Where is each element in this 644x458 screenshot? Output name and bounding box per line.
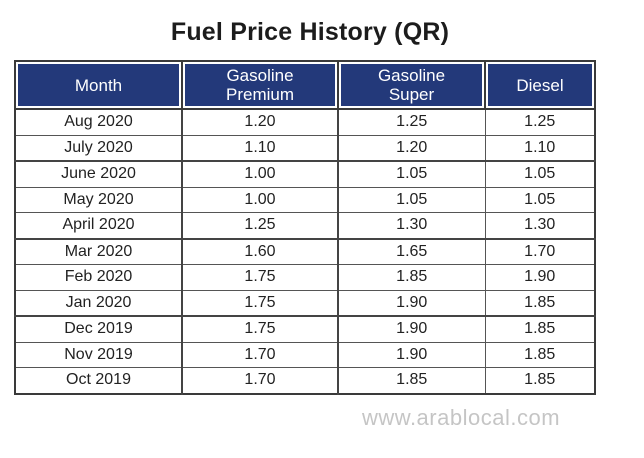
diesel-cell: 1.90	[484, 264, 596, 291]
table-row: July 2020 1.10 1.20 1.10	[14, 134, 596, 162]
page-title: Fuel Price History (QR)	[170, 18, 450, 46]
premium-cell: 1.75	[181, 289, 339, 317]
table-header-row: Month Gasoline Premium Gasoline Super Di…	[14, 60, 596, 110]
gasoline-super-header-line-1: Gasoline	[377, 66, 446, 85]
table-row: April 2020 1.25 1.30 1.30	[14, 212, 596, 239]
super-cell: 1.20	[337, 134, 486, 162]
watermark-text: www.arablocal.com	[362, 405, 561, 430]
super-cell: 1.90	[337, 289, 486, 317]
column-header-gasoline-super: Gasoline Super	[337, 60, 486, 110]
gasoline-premium-header-line-1: Gasoline	[226, 66, 294, 85]
super-cell: 1.05	[337, 186, 486, 213]
super-cell: 1.25	[337, 108, 486, 136]
gasoline-super-header-line-2: Super	[388, 85, 435, 104]
month-cell: Oct 2019	[14, 367, 183, 394]
diesel-cell: 1.25	[484, 108, 596, 136]
premium-cell: 1.70	[181, 367, 339, 394]
premium-cell: 1.75	[181, 264, 339, 291]
premium-cell: 1.00	[181, 186, 339, 213]
premium-cell: 1.10	[181, 134, 339, 162]
super-cell: 1.90	[337, 341, 486, 368]
table-row: June 2020 1.00 1.05 1.05	[14, 160, 596, 188]
super-cell: 1.30	[337, 212, 486, 239]
super-cell: 1.85	[337, 264, 486, 291]
diesel-cell: 1.10	[484, 134, 596, 162]
gasoline-premium-header-line-2: Premium	[225, 85, 294, 104]
diesel-cell: 1.70	[484, 237, 596, 265]
column-header-gasoline-premium: Gasoline Premium	[181, 60, 339, 110]
month-cell: Dec 2019	[14, 315, 183, 343]
diesel-cell: 1.85	[484, 289, 596, 317]
table-row: Mar 2020 1.60 1.65 1.70	[14, 237, 596, 265]
super-cell: 1.85	[337, 367, 486, 394]
month-cell: May 2020	[14, 186, 183, 213]
month-cell: Nov 2019	[14, 341, 183, 368]
column-header-diesel: Diesel	[484, 60, 596, 110]
diesel-cell: 1.85	[484, 367, 596, 394]
premium-cell: 1.60	[181, 237, 339, 265]
month-cell: April 2020	[14, 212, 183, 239]
table-row: Nov 2019 1.70 1.90 1.85	[14, 341, 596, 368]
table-row: Oct 2019 1.70 1.85 1.85	[14, 367, 596, 394]
month-cell: Aug 2020	[14, 108, 183, 136]
table-row: Aug 2020 1.20 1.25 1.25	[14, 108, 596, 136]
super-cell: 1.65	[337, 237, 486, 265]
super-cell: 1.05	[337, 160, 486, 188]
super-cell: 1.90	[337, 315, 486, 343]
premium-cell: 1.20	[181, 108, 339, 136]
month-cell: Feb 2020	[14, 264, 183, 291]
diesel-cell: 1.85	[484, 315, 596, 343]
table-row: May 2020 1.00 1.05 1.05	[14, 186, 596, 213]
fuel-price-table: Month Gasoline Premium Gasoline Super Di…	[14, 60, 596, 395]
premium-cell: 1.00	[181, 160, 339, 188]
column-header-month: Month	[14, 60, 183, 110]
premium-cell: 1.25	[181, 212, 339, 239]
month-cell: June 2020	[14, 160, 183, 188]
diesel-cell: 1.05	[484, 186, 596, 213]
premium-cell: 1.75	[181, 315, 339, 343]
premium-cell: 1.70	[181, 341, 339, 368]
diesel-cell: 1.30	[484, 212, 596, 239]
table-row: Jan 2020 1.75 1.90 1.85	[14, 289, 596, 317]
diesel-cell: 1.05	[484, 160, 596, 188]
month-cell: Mar 2020	[14, 237, 183, 265]
table-row: Feb 2020 1.75 1.85 1.90	[14, 264, 596, 291]
month-cell: Jan 2020	[14, 289, 183, 317]
month-cell: July 2020	[14, 134, 183, 162]
table-row: Dec 2019 1.75 1.90 1.85	[14, 315, 596, 343]
diesel-cell: 1.85	[484, 341, 596, 368]
